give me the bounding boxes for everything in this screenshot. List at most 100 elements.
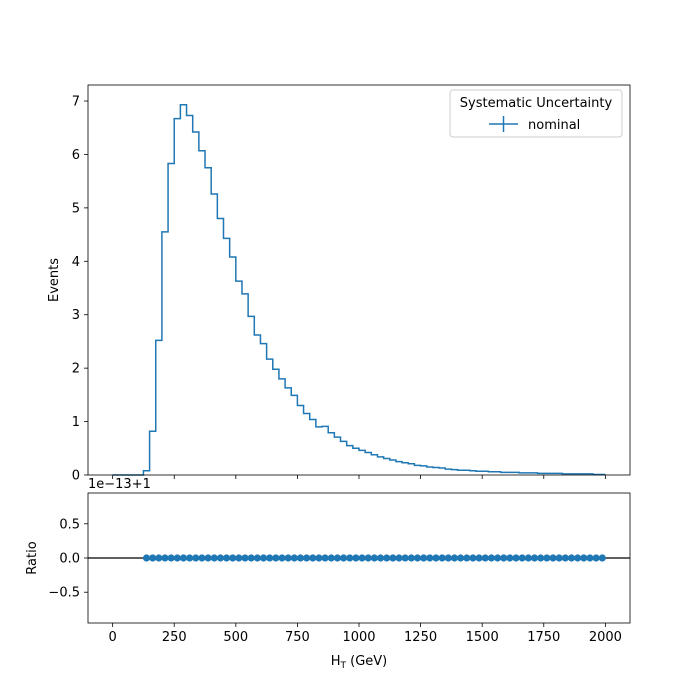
ratio-point xyxy=(198,554,206,562)
legend: Systematic Uncertainty nominal xyxy=(449,89,623,138)
ratio-point xyxy=(598,554,606,562)
ratio-point xyxy=(204,554,212,562)
ratio-point xyxy=(321,554,329,562)
nominal-histogram-line xyxy=(112,104,606,476)
ratio-point xyxy=(186,554,194,562)
ratio-point xyxy=(179,554,188,562)
ratio-point xyxy=(327,554,335,562)
main-y-tick-label: 6 xyxy=(72,148,80,163)
ratio-y-ticks: −0.5 0.0 0.5 xyxy=(48,517,88,601)
ratio-point xyxy=(518,554,526,562)
ratio-point xyxy=(364,554,372,562)
ratio-point xyxy=(247,554,255,562)
ratio-point xyxy=(543,554,551,562)
x-tick-label: 1000 xyxy=(342,630,375,645)
ratio-point xyxy=(149,554,157,562)
ratio-point xyxy=(290,554,298,562)
ratio-point xyxy=(592,554,600,562)
ratio-point xyxy=(315,554,323,562)
ratio-point xyxy=(155,554,163,562)
ratio-point xyxy=(303,554,311,562)
ratio-point xyxy=(555,554,563,562)
ratio-point xyxy=(586,554,594,562)
ratio-point xyxy=(561,554,569,562)
ratio-point xyxy=(469,554,477,562)
ratio-point xyxy=(463,554,471,562)
main-y-axis-label: Events xyxy=(47,258,62,302)
ratio-point xyxy=(475,554,483,562)
ratio-point xyxy=(537,554,545,562)
ratio-point xyxy=(284,554,292,562)
x-axis-label: HT (GeV) xyxy=(331,654,388,671)
ratio-point xyxy=(389,554,397,562)
ratio-x-ticks: 0 250 500 750 1000 1250 1500 1750 2000 xyxy=(108,623,622,645)
ratio-point xyxy=(229,554,237,562)
main-y-tick-label: 1 xyxy=(72,415,80,430)
ratio-point xyxy=(142,554,151,562)
main-plot-frame xyxy=(87,84,631,476)
x-tick-label: 250 xyxy=(162,630,187,645)
ratio-point xyxy=(500,554,508,562)
ratio-point xyxy=(413,554,422,562)
ratio-plot-panel: −0.5 0.0 0.5 0 250 500 750 1000 1250 1500 1750 200… xyxy=(25,492,631,671)
x-tick-label: 750 xyxy=(285,630,310,645)
ratio-point xyxy=(241,554,249,562)
ratio-point xyxy=(210,554,218,562)
main-y-tick-label: 7 xyxy=(72,95,80,110)
ratio-offset-label: 1e−13+1 xyxy=(88,477,151,492)
ratio-point xyxy=(192,554,200,562)
x-axis-label-main: H xyxy=(331,654,341,669)
main-y-tick-label: 0 xyxy=(72,469,80,484)
ratio-point xyxy=(235,554,243,562)
main-plot-area xyxy=(88,85,630,475)
x-axis-label-unit: (GeV) xyxy=(346,654,387,669)
ratio-point xyxy=(450,554,459,562)
ratio-point xyxy=(530,554,539,562)
ratio-point xyxy=(333,554,342,562)
ratio-point xyxy=(420,554,428,562)
ratio-y-tick-label: −0.5 xyxy=(48,586,80,601)
ratio-point xyxy=(567,554,576,562)
ratio-point xyxy=(395,554,403,562)
ratio-point xyxy=(259,554,268,562)
ratio-point xyxy=(161,554,169,562)
x-tick-label: 2000 xyxy=(589,630,622,645)
x-tick-label: 0 xyxy=(108,630,116,645)
ratio-point xyxy=(438,554,446,562)
main-y-ticks: 0 1 2 3 4 5 6 7 xyxy=(72,95,88,484)
ratio-points xyxy=(142,554,606,562)
x-tick-label: 1500 xyxy=(466,630,499,645)
ratio-point xyxy=(216,554,225,562)
ratio-point xyxy=(309,554,317,562)
ratio-point xyxy=(401,554,409,562)
ratio-point xyxy=(266,554,274,562)
ratio-point xyxy=(524,554,532,562)
ratio-y-tick-label: 0.5 xyxy=(59,517,80,532)
ratio-point xyxy=(574,554,582,562)
ratio-point xyxy=(340,554,348,562)
legend-entry-nominal: nominal xyxy=(528,118,580,133)
ratio-point xyxy=(487,554,496,562)
ratio-point xyxy=(370,554,378,562)
ratio-point xyxy=(506,554,514,562)
main-y-tick-label: 2 xyxy=(72,362,80,377)
ratio-point xyxy=(426,554,434,562)
main-y-tick-label: 5 xyxy=(72,201,80,216)
ratio-point xyxy=(222,554,231,562)
legend-marker-nominal xyxy=(489,116,518,132)
ratio-point xyxy=(444,554,452,562)
ratio-point xyxy=(580,554,588,562)
ratio-plot-frame xyxy=(87,492,631,624)
ratio-point xyxy=(407,554,415,562)
ratio-point xyxy=(493,554,502,562)
legend-title: Systematic Uncertainty xyxy=(460,96,613,111)
ratio-point xyxy=(549,554,557,562)
ratio-point xyxy=(512,554,520,562)
x-axis-label-subscript: T xyxy=(340,661,347,671)
ratio-point xyxy=(481,554,489,562)
ratio-point xyxy=(346,554,354,562)
ratio-point xyxy=(278,554,286,562)
main-plot-panel: 0 1 2 3 4 5 6 7 Events Systematic Uncertainty n… xyxy=(47,84,631,484)
ratio-point xyxy=(457,554,465,562)
ratio-point xyxy=(358,554,366,562)
